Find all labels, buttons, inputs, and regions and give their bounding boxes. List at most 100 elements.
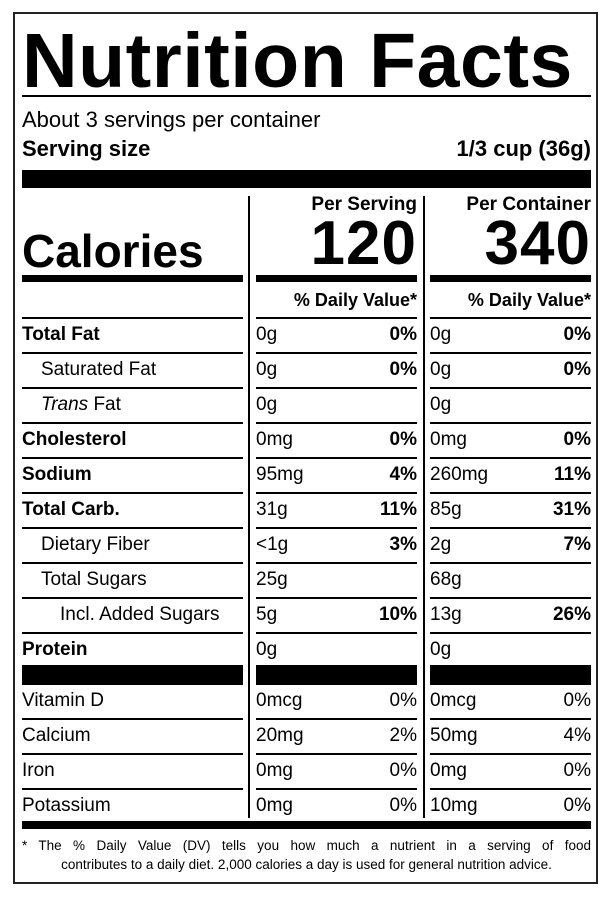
nutrient-row: Trans Fat 0g 0g	[0, 387, 612, 422]
row-divider	[430, 788, 591, 790]
row-divider	[22, 352, 243, 354]
per-serving-daily-value: 0%	[389, 324, 417, 345]
nutrient-row: Sodium 95mg 4% 260mg 11%	[0, 457, 612, 492]
per-serving-daily-value: 0%	[389, 795, 417, 816]
row-divider	[430, 597, 591, 599]
nutrient-row: Cholesterol 0mg 0% 0mg 0%	[0, 422, 612, 457]
nutrient-name: Calcium	[22, 725, 91, 746]
nutrient-row: Potassium 0mg 0% 10mg 0%	[0, 788, 612, 823]
per-container-amount: 260mg	[430, 464, 489, 485]
row-divider	[22, 632, 243, 634]
row-divider	[256, 387, 417, 389]
label-border	[13, 12, 598, 884]
row-divider	[256, 597, 417, 599]
nutrient-row: Total Sugars 25g 68g	[0, 562, 612, 597]
per-serving-amount: 0g	[256, 324, 278, 345]
row-divider	[256, 718, 417, 720]
nutrient-name: Sodium	[22, 464, 92, 485]
per-serving-amount: 31g	[256, 499, 288, 520]
row-divider	[256, 632, 417, 634]
per-container-amount: 68g	[430, 569, 462, 590]
row-divider	[22, 718, 243, 720]
per-serving-amount: 25g	[256, 569, 288, 590]
per-container-header: Per Container	[466, 194, 591, 215]
per-serving-daily-value: 0%	[389, 690, 417, 711]
column-divider	[423, 196, 425, 818]
per-serving-daily-value: 0%	[389, 429, 417, 450]
per-container-amount: 0g	[430, 359, 452, 380]
row-divider	[22, 753, 243, 755]
row-divider	[22, 422, 243, 424]
per-container-daily-value: 0%	[563, 760, 591, 781]
bottom-divider	[22, 821, 591, 829]
per-serving-header: Per Serving	[311, 194, 417, 215]
nutrient-name: Protein	[22, 639, 88, 660]
calories-per-container: 340	[484, 209, 591, 278]
nutrient-name: Saturated Fat	[41, 359, 157, 380]
row-divider	[430, 492, 591, 494]
per-serving-daily-value: 10%	[378, 604, 417, 625]
row-divider	[22, 387, 243, 389]
vitamin-divider	[430, 665, 591, 683]
serving-size-label: Serving size	[22, 136, 151, 161]
calories-divider	[22, 275, 243, 282]
per-container-daily-value: 0%	[563, 795, 591, 816]
calories-label: Calories	[22, 225, 204, 277]
nutrient-row: Protein 0g 0g	[0, 632, 612, 667]
per-container-daily-value: 0%	[563, 690, 591, 711]
row-divider	[430, 683, 591, 685]
label-title: Nutrition Facts	[22, 18, 573, 104]
row-divider	[22, 683, 243, 685]
row-divider	[256, 422, 417, 424]
per-container-amount: 0g	[430, 394, 452, 415]
row-divider	[430, 457, 591, 459]
calories-per-serving: 120	[310, 209, 417, 278]
row-divider	[430, 422, 591, 424]
row-divider	[256, 457, 417, 459]
footnote-line-1: * The % Daily Value (DV) tells you how m…	[22, 838, 591, 853]
servings-per-container: About 3 servings per container	[22, 107, 321, 132]
row-divider	[22, 457, 243, 459]
nutrient-name-italic: Trans	[41, 394, 89, 415]
row-divider	[22, 527, 243, 529]
nutrient-name: Dietary Fiber	[41, 534, 150, 555]
row-divider	[430, 387, 591, 389]
nutrient-name: Total Carb.	[22, 499, 120, 520]
per-serving-amount: 95mg	[256, 464, 304, 485]
row-divider	[256, 788, 417, 790]
per-container-daily-value: 0%	[563, 429, 591, 450]
per-container-amount: 0mg	[430, 760, 467, 781]
nutrient-row: Dietary Fiber <1g 3% 2g 7%	[0, 527, 612, 562]
per-container-amount: 10mg	[430, 795, 478, 816]
row-divider	[22, 317, 243, 319]
per-serving-amount: 20mg	[256, 725, 304, 746]
nutrient-row: Incl. Added Sugars 5g 10% 13g 26%	[0, 597, 612, 632]
row-divider	[430, 632, 591, 634]
vitamin-divider	[22, 665, 243, 683]
row-divider	[22, 597, 243, 599]
per-serving-amount: 0g	[256, 359, 278, 380]
footnote: * The % Daily Value (DV) tells you how m…	[22, 836, 591, 874]
nutrient-name: Total Fat	[22, 324, 100, 345]
nutrient-name-suffix: Fat	[88, 394, 121, 415]
per-serving-daily-value: 4%	[389, 464, 417, 485]
per-serving-amount: <1g	[256, 534, 289, 555]
per-container-daily-value: 11%	[554, 464, 591, 485]
per-serving-amount: 0mcg	[256, 690, 303, 711]
nutrient-row: Vitamin D 0mcg 0% 0mcg 0%	[0, 683, 612, 718]
per-serving-amount: 0g	[256, 639, 278, 660]
row-divider	[256, 352, 417, 354]
nutrient-name: Cholesterol	[22, 429, 127, 450]
column-divider	[248, 196, 250, 818]
row-divider	[430, 718, 591, 720]
nutrient-row: Calcium 20mg 2% 50mg 4%	[0, 718, 612, 753]
per-container-daily-value: 4%	[563, 725, 591, 746]
per-container-amount: 0g	[430, 639, 452, 660]
per-container-amount: 0mcg	[430, 690, 477, 711]
per-serving-daily-value: 3%	[389, 534, 417, 555]
row-divider	[430, 562, 591, 564]
per-serving-amount: 5g	[256, 604, 278, 625]
per-serving-daily-value: 2%	[389, 725, 417, 746]
daily-value-header: % Daily Value*	[293, 290, 417, 310]
vitamin-divider	[256, 665, 417, 683]
